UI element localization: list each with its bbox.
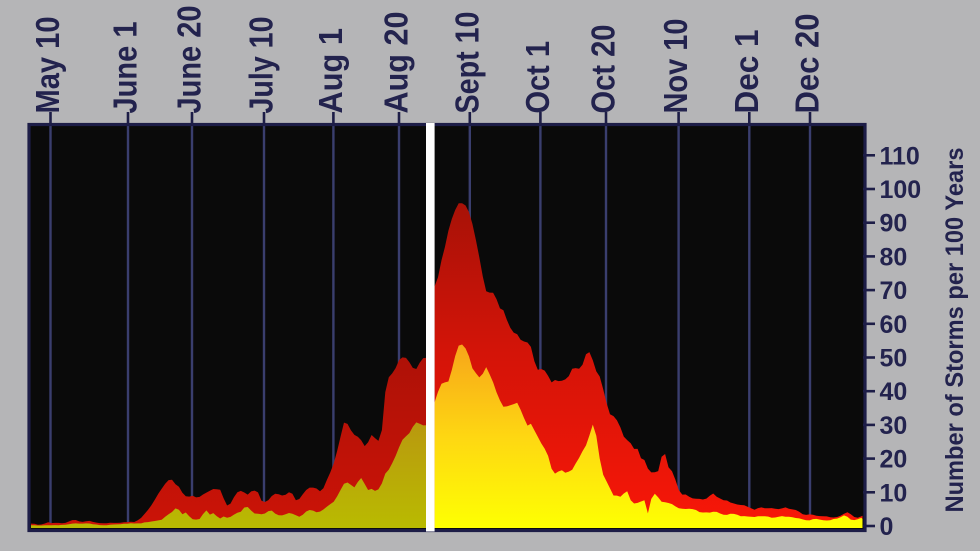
svg-text:Dec 1: Dec 1	[728, 30, 765, 114]
svg-text:60: 60	[880, 311, 908, 339]
svg-text:Oct 20: Oct 20	[585, 25, 622, 114]
svg-text:Dec 20: Dec 20	[789, 14, 826, 114]
svg-text:30: 30	[880, 412, 908, 440]
svg-text:June 1: June 1	[107, 22, 144, 114]
svg-text:80: 80	[880, 243, 908, 271]
svg-text:10: 10	[880, 479, 908, 507]
svg-text:June 20: June 20	[171, 6, 208, 114]
svg-text:Oct 1: Oct 1	[519, 41, 556, 114]
svg-text:Number of Storms per 100 Years: Number of Storms per 100 Years	[941, 148, 969, 513]
svg-text:Aug 20: Aug 20	[378, 12, 415, 114]
svg-text:40: 40	[880, 378, 908, 406]
svg-text:110: 110	[880, 142, 920, 170]
svg-text:20: 20	[880, 446, 908, 474]
svg-text:90: 90	[880, 210, 908, 238]
svg-text:50: 50	[880, 345, 908, 373]
svg-text:Nov 10: Nov 10	[657, 19, 694, 114]
svg-text:0: 0	[880, 513, 894, 541]
svg-text:July 10: July 10	[243, 17, 280, 114]
svg-text:70: 70	[880, 277, 908, 305]
svg-text:May 10: May 10	[29, 17, 66, 114]
svg-text:Aug 1: Aug 1	[312, 28, 349, 114]
svg-text:100: 100	[880, 176, 922, 204]
svg-text:Sept 10: Sept 10	[448, 12, 485, 114]
